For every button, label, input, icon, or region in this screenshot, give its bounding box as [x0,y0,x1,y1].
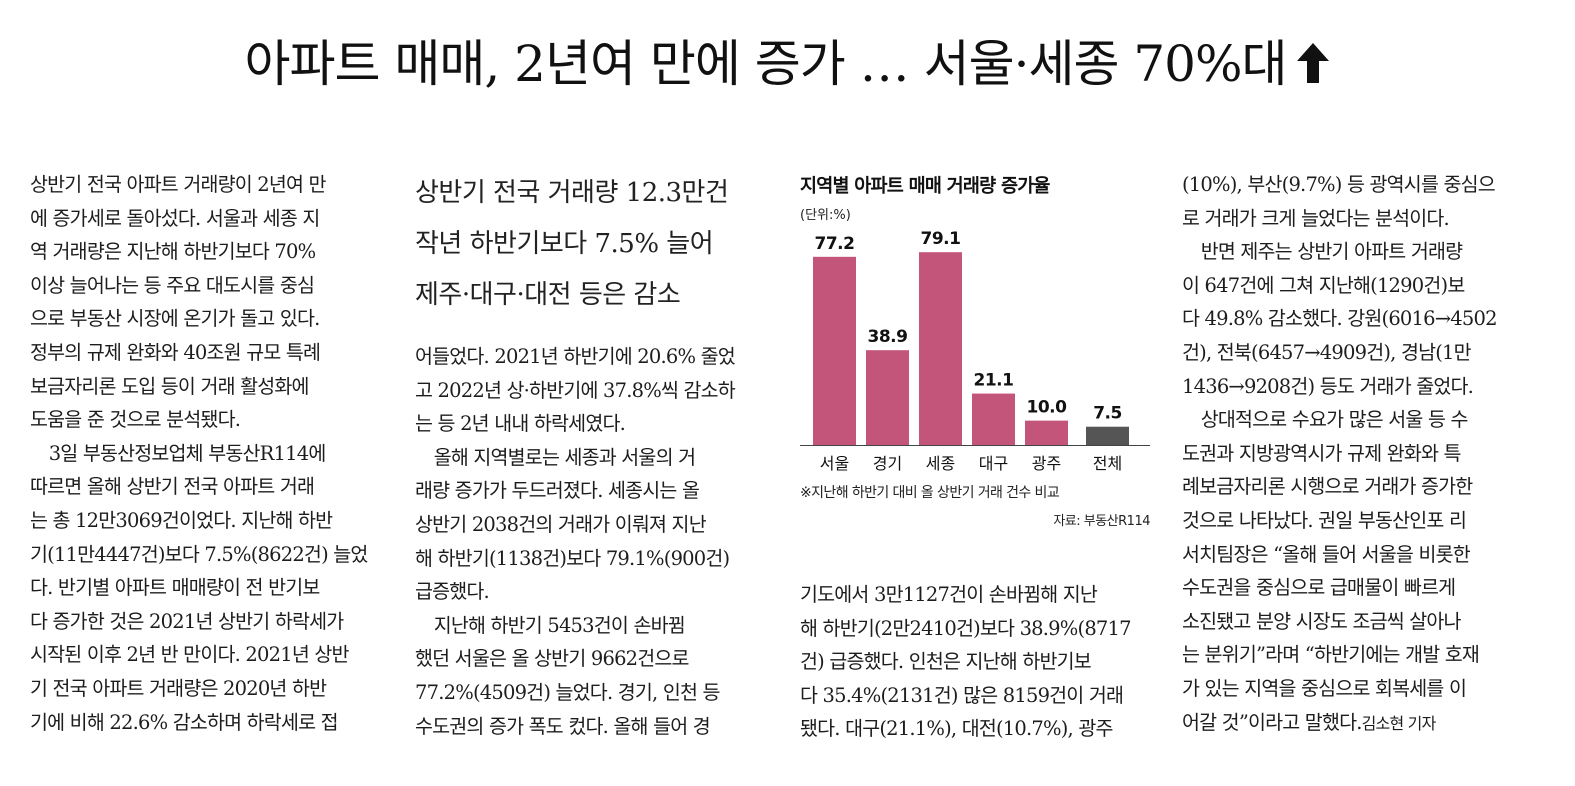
subhead-line: 상반기 전국 거래량 12.3만건 [415,178,729,208]
text-line: 급증했다. [415,580,490,604]
text-line: 이 647건에 그쳐 지난해(1290건)보 [1182,273,1465,297]
headline-text: 아파트 매매, 2년여 만에 증가 … 서울·세종 70%대 [244,35,1288,93]
subhead-line: 제주·대구·대전 등은 감소 [415,280,681,310]
text-line: 상대적으로 수요가 많은 서울 등 수 [1182,408,1469,432]
text-line: 기도에서 3만1127건이 손바뀜해 지난 [800,583,1098,606]
text-line: 상반기 전국 아파트 거래량이 2년여 만 [30,173,327,196]
bar-value-label: 7.5 [1093,404,1122,424]
chart-title: 지역별 아파트 매매 거래량 증가율 [800,176,1050,197]
text-line: 다 증가한 것은 2021년 상반기 하락세가 [30,609,344,633]
reporter-byline: 김소현 기자 [1361,713,1437,733]
text-line: 고 2022년 상·하반기에 37.8%씩 감소하 [415,378,736,402]
subheadline: 상반기 전국 거래량 12.3만건 작년 하반기보다 7.5% 늘어 제주·대구… [415,168,785,321]
bar-value-label: 38.9 [868,327,908,347]
text-line: 건) 급증했다. 인천은 지난해 하반기보 [800,650,1092,674]
text-line: 역 거래량은 지난해 하반기보다 70% [30,240,316,264]
bar-서울 [813,256,856,445]
text-line: 가 있는 지역을 중심으로 회복세를 이 [1182,676,1467,700]
text-line: 는 분위기”라며 “하반기에는 개발 호재 [1182,643,1480,667]
up-arrow-icon [1296,43,1329,83]
text-line: 반면 제주는 상반기 아파트 거래량 [1182,240,1463,264]
headline: 아파트 매매, 2년여 만에 증가 … 서울·세종 70%대 [0,32,1575,96]
text-line: 했던 서울은 올 상반기 9662건으로 [415,647,690,671]
text-line: 기에 비해 22.6% 감소하며 하락세로 접 [30,710,339,734]
text-line: 로 거래가 크게 늘었다는 분석이다. [1182,206,1450,230]
category-label: 대구 [979,454,1008,473]
bar-세종 [919,252,962,445]
text-line: 도권과 지방광역시가 규제 완화와 특 [1182,441,1462,465]
text-line: (10%), 부산(9.7%) 등 광역시를 중심으 [1182,173,1496,196]
text-line: 해 하반기(1138건)보다 79.1%(900건) [415,546,730,570]
closing-line: 어갈 것”이라고 말했다.김소현 기자 [1182,706,1542,740]
text-line: 이상 늘어나는 등 주요 대도시를 중심 [30,273,315,297]
chart-unit: (단위:%) [800,208,851,223]
text-line: 3일 부동산정보업체 부동산R114에 [30,441,327,465]
bar-value-label: 77.2 [815,234,855,254]
bar-광주 [1025,420,1068,445]
category-label: 세종 [926,454,955,473]
text-line: 보금자리론 도입 등이 거래 활성화에 [30,374,310,398]
text-line: 상반기 2038건의 거래가 이뤄져 지난 [415,512,707,536]
text-line: 으로 부동산 시장에 온기가 돌고 있다. [30,307,320,331]
text-line: 올해 지역별로는 세종과 서울의 거 [415,445,696,469]
text-line: 지난해 하반기 5453건이 손바뀜 [415,613,686,637]
subhead-line: 작년 하반기보다 7.5% 늘어 [415,229,714,259]
text-line: 것으로 나타났다. 권일 부동산인포 리 [1182,508,1467,532]
text-line: 도움을 준 것으로 분석됐다. [30,408,241,432]
category-label: 광주 [1032,454,1061,473]
text-line: 에 증가세로 돌아섰다. 서울과 세종 지 [30,206,320,230]
category-label: 서울 [820,454,849,473]
bar-전체 [1086,426,1129,445]
text-line: 다 35.4%(2131건) 많은 8159건이 거래 [800,683,1124,707]
text-line: 어들었다. 2021년 하반기에 20.6% 줄었 [415,345,736,368]
bar-chart: 77.2 서울 38.9 경기 79.1 세종 21.1 대구 10.0 광주 7.5 전체 [800,229,1150,473]
chart-source: 자료: 부동산R114 [1053,514,1150,529]
text-line: 1436→9208건) 등도 거래가 줄었다. [1182,374,1474,398]
text-line: 정부의 규제 완화와 40조원 규모 특례 [30,340,321,364]
bar-대구 [972,393,1015,445]
text-line: 는 등 2년 내내 하락세였다. [415,412,626,436]
text-line: 다 49.8% 감소했다. 강원(6016→4502 [1182,307,1498,331]
text-line: 시작된 이후 2년 반 만이다. 2021년 상반 [30,643,349,667]
text-line: 서치팀장은 “올해 들어 서울을 비롯한 [1182,542,1471,566]
category-label: 경기 [873,454,902,473]
text-line: 래량 증가가 두드러졌다. 세종시는 올 [415,479,700,503]
bar-value-label: 79.1 [921,229,961,249]
text-line: 소진됐고 분양 시장도 조금씩 살아나 [1182,609,1462,633]
text-line: 건), 전북(6457→4909건), 경남(1만 [1182,340,1472,364]
bar-경기 [866,350,909,445]
text-line: 따르면 올해 상반기 전국 아파트 거래 [30,475,315,499]
text-line: 수도권의 증가 폭도 컸다. 올해 들어 경 [415,714,711,738]
text-line: 기 전국 아파트 거래량은 2020년 하반 [30,676,327,700]
text-line: 77.2%(4509건) 늘었다. 경기, 인천 등 [415,680,720,704]
text-line: 기(11만4447건)보다 7.5%(8622건) 늘었 [30,542,368,566]
text-line: 어갈 것”이라고 말했다. [1182,710,1362,734]
text-line: 는 총 12만3069건이었다. 지난해 하반 [30,508,333,532]
category-label: 전체 [1093,454,1122,473]
bar-value-label: 21.1 [974,371,1014,391]
bar-value-label: 10.0 [1027,398,1068,418]
chart-note: ※지난해 하반기 대비 올 상반기 거래 건수 비교 [800,485,1060,501]
text-line: 해 하반기(2만2410건)보다 38.9%(8717 [800,616,1132,640]
text-line: 다. 반기별 아파트 매매량이 전 반기보 [30,576,320,600]
text-line: 례보금자리론 시행으로 거래가 증가한 [1182,475,1473,499]
text-line: 수도권을 중심으로 급매물이 빠르게 [1182,576,1456,600]
text-line: 됐다. 대구(21.1%), 대전(10.7%), 광주 [800,717,1113,741]
